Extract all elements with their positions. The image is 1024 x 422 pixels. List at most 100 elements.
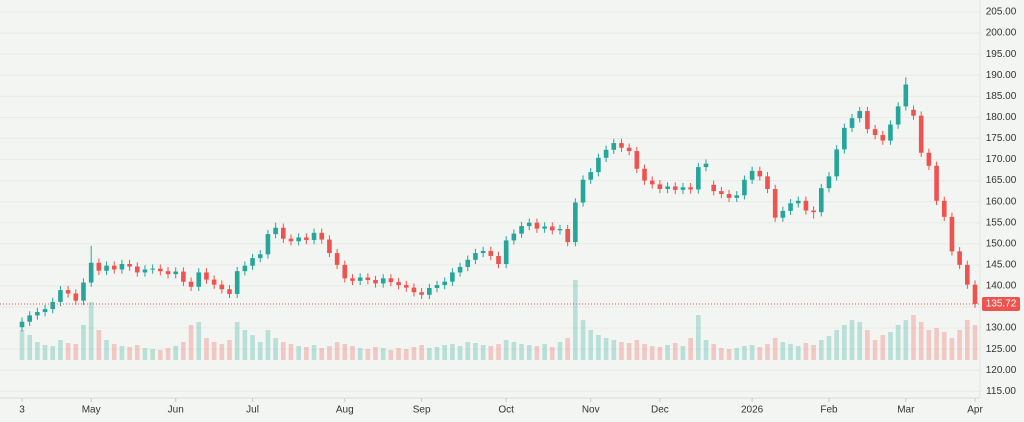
volume-bar <box>842 325 847 360</box>
candle-body <box>603 149 609 158</box>
y-tick-label: 150.00 <box>986 238 1017 249</box>
volume-bar <box>649 346 655 360</box>
volume-bar <box>65 343 71 360</box>
volume-bar <box>181 342 186 360</box>
volume-bar <box>772 338 778 360</box>
volume-bar <box>619 342 624 360</box>
candle-body <box>188 281 194 287</box>
candle-body <box>926 152 932 166</box>
candle-body <box>411 287 417 293</box>
volume-bar <box>204 338 209 360</box>
candle-body <box>941 200 947 217</box>
candle-body <box>373 280 378 284</box>
candle-body <box>972 284 978 304</box>
candle-body <box>519 226 524 234</box>
volume-bar <box>411 347 417 360</box>
candle-body <box>257 254 263 259</box>
candle-body <box>696 167 701 190</box>
volume-bar <box>795 346 801 360</box>
y-tick-label: 160.00 <box>986 196 1017 207</box>
volume-bar <box>42 345 48 360</box>
volume-bar <box>427 348 432 360</box>
volume-bar <box>780 342 786 360</box>
volume-bar <box>450 344 455 360</box>
candle-body <box>288 238 294 242</box>
candle-body <box>19 321 25 328</box>
candle-body <box>403 285 409 288</box>
candle-body <box>795 200 801 204</box>
candle-body <box>880 135 886 141</box>
candle-body <box>65 290 71 294</box>
y-tick-label: 205.00 <box>986 7 1017 18</box>
x-tick-label: Feb <box>820 405 838 416</box>
candle-body <box>158 268 163 272</box>
volume-bar <box>496 344 501 360</box>
candle-body <box>396 282 401 286</box>
volume-bar <box>519 344 524 360</box>
volume-bar <box>880 335 886 360</box>
volume-bar <box>888 332 893 360</box>
x-tick-label: Sep <box>413 405 431 416</box>
candle-body <box>588 172 594 180</box>
candle-body <box>273 227 278 235</box>
volume-bar <box>442 345 448 360</box>
volume-bar <box>480 345 486 360</box>
volume-bar <box>834 330 839 360</box>
candle-body <box>573 202 578 243</box>
volume-bar <box>196 322 202 360</box>
candle-body <box>465 259 471 267</box>
candle-body <box>734 195 740 198</box>
volume-bar <box>50 346 56 360</box>
volume-bar <box>311 345 317 360</box>
volume-bar <box>765 344 770 360</box>
candle-body <box>911 109 916 116</box>
candle-body <box>127 263 132 267</box>
y-tick-label: 120.00 <box>986 365 1017 376</box>
candle-body <box>134 266 140 273</box>
candle-body <box>319 232 325 240</box>
volume-bar <box>826 336 832 360</box>
candle-body <box>104 265 109 271</box>
volume-bar <box>941 332 947 360</box>
volume-bar <box>965 320 970 360</box>
candle-body <box>634 151 640 169</box>
y-tick-label: 155.00 <box>986 217 1017 228</box>
candle-body <box>227 289 232 294</box>
candle-body <box>327 239 332 254</box>
candle-body <box>334 253 340 265</box>
y-tick-label: 145.00 <box>986 259 1017 270</box>
candle-body <box>711 184 716 192</box>
candle-body <box>503 240 509 264</box>
volume-bar <box>219 344 225 360</box>
volume-bar <box>127 347 132 360</box>
volume-bar <box>319 348 325 360</box>
volume-bar <box>588 330 594 360</box>
candle-body <box>27 315 32 322</box>
candle-body <box>81 282 86 301</box>
candle-body <box>496 255 501 264</box>
candle-body <box>119 263 125 270</box>
candle-body <box>457 266 463 273</box>
volume-bar <box>111 344 117 360</box>
candle-body <box>526 222 532 227</box>
candle-body <box>265 234 271 255</box>
volume-bar <box>895 325 901 360</box>
candle-body <box>780 210 786 218</box>
y-tick-label: 190.00 <box>986 70 1017 81</box>
volume-bar <box>857 322 863 360</box>
candle-body <box>619 143 624 148</box>
volume-bar <box>473 343 478 360</box>
candle-body <box>895 106 901 125</box>
candle-body <box>150 268 155 270</box>
candle-body <box>50 301 56 310</box>
x-tick-label: Jun <box>168 405 184 416</box>
y-tick-label: 125.00 <box>986 344 1017 355</box>
volume-bar <box>457 346 463 360</box>
candle-body <box>111 265 117 270</box>
y-tick-label: 185.00 <box>986 91 1017 102</box>
candle-body <box>949 216 955 252</box>
volume-bar <box>642 344 647 360</box>
volume-bar <box>188 325 194 360</box>
candle-body <box>534 222 540 229</box>
candle-body <box>934 165 939 201</box>
